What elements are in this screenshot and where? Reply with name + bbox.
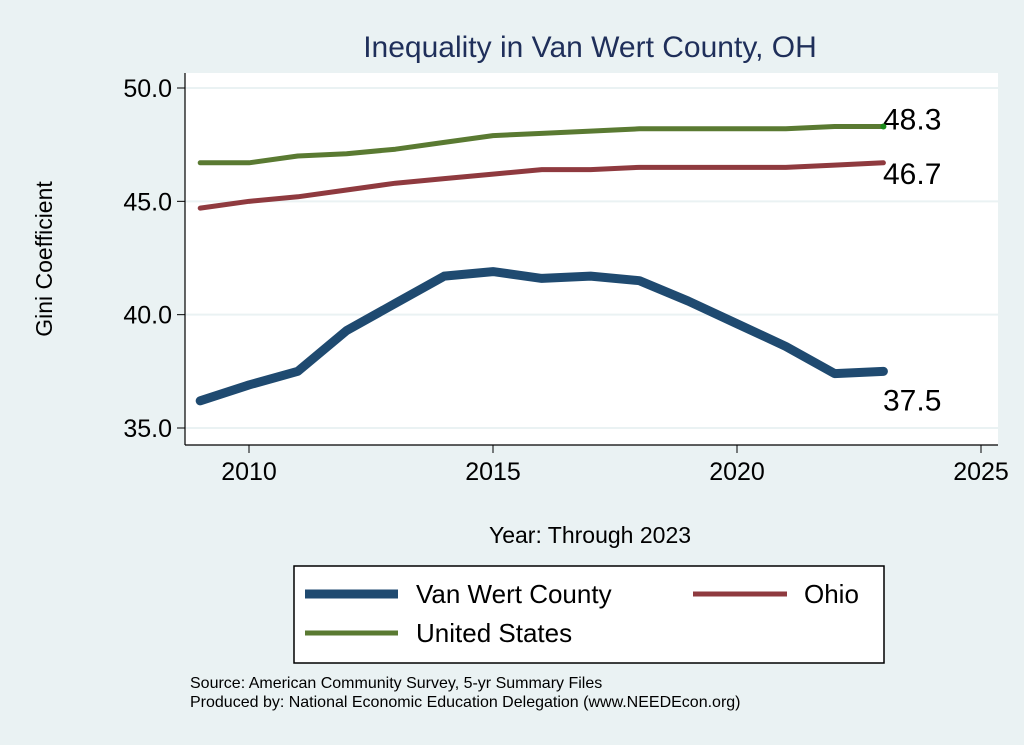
source-note: Source: American Community Survey, 5-yr … — [190, 675, 602, 692]
data-point — [346, 189, 348, 191]
end-label: 46.7 — [883, 158, 941, 191]
data-point — [834, 373, 836, 375]
legend-box — [293, 565, 885, 664]
data-point — [834, 164, 836, 166]
data-point — [199, 207, 201, 209]
data-point — [297, 196, 299, 198]
x-tick-label: 2010 — [221, 458, 277, 486]
legend-label-van-wert: Van Wert County — [416, 579, 612, 609]
data-point — [492, 271, 494, 273]
data-point — [590, 275, 592, 277]
data-point — [785, 128, 787, 130]
data-point — [687, 166, 689, 168]
data-point — [492, 135, 494, 137]
data-point — [492, 173, 494, 175]
data-point — [882, 370, 884, 372]
y-tick-label: 40.0 — [123, 302, 172, 330]
data-point — [297, 370, 299, 372]
data-point — [394, 302, 396, 304]
data-point — [736, 166, 738, 168]
plot-area — [185, 73, 998, 445]
data-point — [248, 384, 250, 386]
y-tick-label: 35.0 — [123, 415, 172, 443]
x-tick-label: 2025 — [953, 458, 1009, 486]
legend-label-us: United States — [416, 618, 572, 648]
data-point — [590, 130, 592, 132]
x-axis-label: Year: Through 2023 — [489, 522, 691, 548]
data-point — [541, 132, 543, 134]
data-point — [736, 128, 738, 130]
data-point — [248, 200, 250, 202]
data-point — [882, 162, 884, 164]
data-point — [638, 166, 640, 168]
data-point — [638, 280, 640, 282]
data-point — [248, 162, 250, 164]
chart-title: Inequality in Van Wert County, OH — [363, 31, 817, 64]
data-point — [687, 128, 689, 130]
legend: Van Wert County Ohio United States — [293, 565, 885, 664]
y-tick-label: 45.0 — [123, 188, 172, 216]
data-point — [541, 277, 543, 279]
data-point — [590, 169, 592, 171]
data-point — [687, 300, 689, 302]
data-point — [785, 166, 787, 168]
data-point — [199, 162, 201, 164]
y-axis-label: Gini Coefficient — [31, 181, 57, 337]
end-label: 37.5 — [883, 384, 941, 417]
end-label: 48.3 — [883, 104, 941, 137]
data-point — [394, 182, 396, 184]
x-tick-label: 2015 — [465, 458, 521, 486]
data-point — [541, 169, 543, 171]
data-point — [394, 148, 396, 150]
data-point — [443, 141, 445, 143]
data-point — [346, 330, 348, 332]
data-point — [785, 345, 787, 347]
producer-note: Produced by: National Economic Education… — [190, 694, 741, 711]
x-tick-label: 2020 — [709, 458, 765, 486]
data-point — [297, 155, 299, 157]
data-point — [443, 178, 445, 180]
legend-label-ohio: Ohio — [804, 579, 859, 609]
data-point — [736, 323, 738, 325]
data-point — [346, 153, 348, 155]
data-point — [443, 275, 445, 277]
data-point — [834, 126, 836, 128]
end-marker — [880, 123, 887, 130]
data-point — [638, 128, 640, 130]
y-tick-label: 50.0 — [123, 75, 172, 103]
data-point — [199, 400, 201, 402]
